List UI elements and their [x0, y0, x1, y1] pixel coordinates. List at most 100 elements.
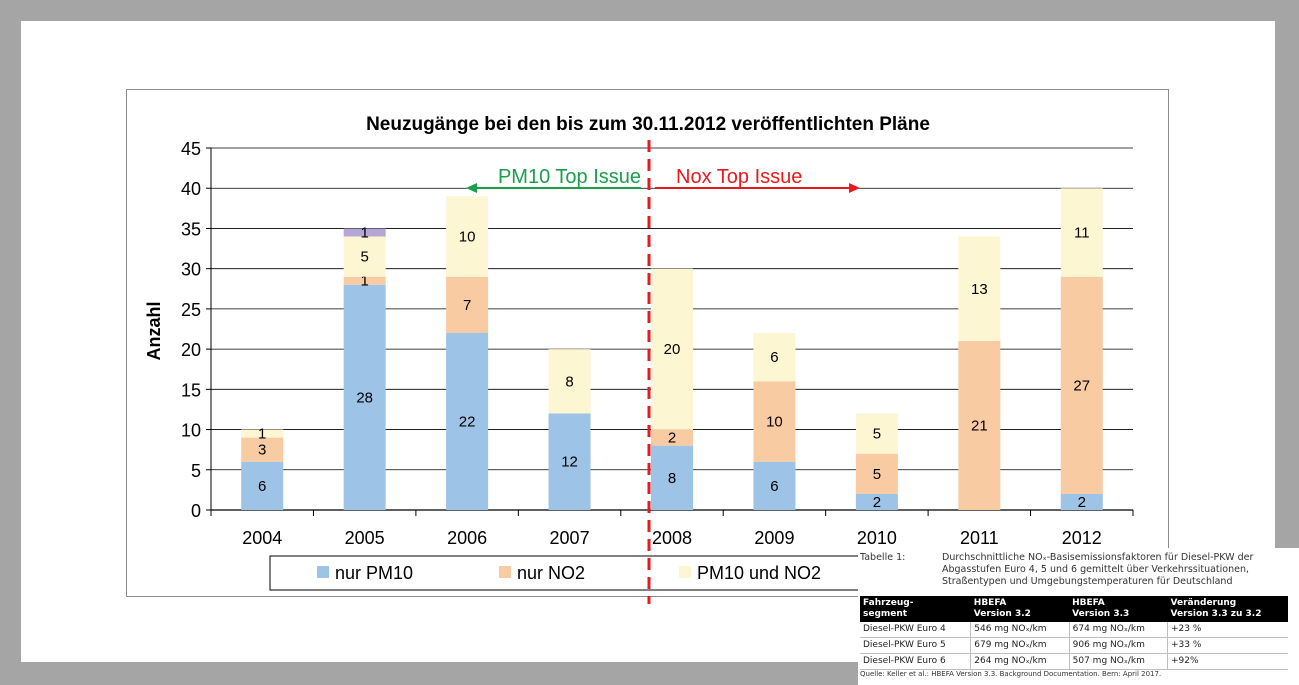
bar-segment [651, 429, 693, 446]
bar-data-label: 1 [258, 426, 266, 443]
x-tick-label: 2010 [857, 528, 897, 548]
table-row: Diesel-PKW Euro 4 546 mg NOₓ/km 674 mg N… [860, 622, 1288, 638]
bar-segment [548, 349, 591, 414]
y-tick-label: 0 [191, 501, 201, 521]
x-tick-label: 2006 [447, 528, 487, 548]
table-cell: +23 % [1167, 622, 1288, 638]
table-header-cell: Veränderung Version 3.3 zu 3.2 [1167, 596, 1288, 622]
bar-data-label: 2 [1078, 494, 1086, 511]
bar-data-label: 7 [463, 297, 471, 314]
bar-data-label: 5 [360, 249, 368, 266]
bar-segment [241, 461, 284, 510]
bar-data-label: 27 [1073, 377, 1090, 394]
chart-title: Neuzugänge bei den bis zum 30.11.2012 ve… [366, 114, 930, 135]
bar-segment [446, 276, 489, 334]
emission-table: Fahrzeug- segment HBEFA Version 3.2 HBEF… [860, 596, 1288, 670]
y-tick-label: 20 [181, 340, 201, 360]
y-tick-label: 40 [181, 179, 201, 199]
bar-data-label: 13 [971, 281, 988, 298]
bar-segment [343, 228, 386, 237]
bar-segment [651, 268, 693, 430]
bar-segment [343, 276, 386, 285]
bar-segment [548, 413, 591, 510]
legend-label: nur PM10 [335, 563, 413, 583]
bar-segment [958, 236, 1001, 342]
table-row: Diesel-PKW Euro 6 264 mg NOₓ/km 507 mg N… [860, 653, 1288, 670]
legend-swatch [317, 566, 329, 578]
table-cell: 546 mg NOₓ/km [970, 622, 1070, 638]
bar-segment [753, 333, 796, 382]
bar-data-label: 20 [664, 341, 681, 358]
bar-segment [241, 429, 284, 438]
table-cell: Diesel-PKW Euro 5 [860, 637, 972, 654]
x-tick-label: 2007 [550, 528, 590, 548]
table-cell: +33 % [1167, 637, 1288, 654]
bar-data-label: 21 [971, 418, 988, 435]
bar-data-label: 2 [668, 430, 676, 447]
bar-segment [1060, 188, 1103, 277]
y-tick-label: 15 [181, 380, 201, 400]
y-axis-label: Anzahl [144, 301, 164, 360]
bar-segment [855, 493, 898, 510]
bar-segment [446, 333, 489, 510]
y-tick-label: 10 [181, 421, 201, 441]
table-cell: 264 mg NOₓ/km [970, 653, 1070, 670]
bar-data-label: 1 [360, 273, 368, 290]
x-tick-label: 2011 [960, 528, 999, 548]
bar-data-label: 28 [356, 389, 373, 406]
legend-label: PM10 und NO2 [697, 563, 821, 583]
bar-segment [343, 284, 386, 510]
bar-segment [241, 437, 284, 462]
bar-data-label: 8 [668, 470, 676, 487]
table-cell: 679 mg NOₓ/km [970, 637, 1070, 654]
table-caption: Durchschnittliche NOₓ-Basisemissionsfakt… [942, 552, 1254, 587]
table-source: Quelle: Keller et al.: HBEFA Version 3.3… [860, 670, 1162, 678]
bar-data-label: 2 [873, 494, 881, 511]
x-tick-label: 2005 [345, 528, 385, 548]
bar-data-label: 6 [770, 349, 778, 366]
nox-table-inset: Tabelle 1: Durchschnittliche NOₓ-Basisem… [858, 548, 1299, 685]
bar-segment [446, 196, 489, 277]
table-header-cell: Fahrzeug- segment [860, 596, 971, 622]
bar-segment [958, 341, 1001, 510]
bar-segment [1060, 276, 1103, 494]
bar-segment [753, 381, 796, 462]
y-tick-label: 30 [181, 260, 201, 280]
bar-data-label: 3 [258, 442, 266, 459]
bar-data-label: 10 [459, 228, 476, 245]
table-header-cell: HBEFA Version 3.2 [970, 596, 1070, 622]
y-tick-label: 45 [181, 139, 201, 159]
legend-swatch [679, 566, 691, 578]
x-tick-label: 2008 [652, 528, 692, 548]
bar-segment [753, 461, 796, 510]
bar-segment [855, 453, 898, 494]
pm10-top-issue-label: PM10 Top Issue [498, 166, 641, 188]
bar-data-label: 12 [561, 454, 578, 471]
bar-segment [343, 236, 386, 277]
table-cell: 507 mg NOₓ/km [1069, 653, 1169, 670]
bar-data-label: 6 [258, 478, 266, 495]
legend-swatch [499, 566, 511, 578]
table-label: Tabelle 1: [860, 552, 906, 563]
y-tick-label: 5 [191, 461, 201, 481]
table-header-cell: HBEFA Version 3.3 [1069, 596, 1168, 622]
bar-data-label: 5 [873, 466, 881, 483]
bar-data-label: 11 [1074, 224, 1090, 241]
bar-segment [855, 413, 898, 454]
bar-data-label: 5 [873, 426, 881, 443]
table-row: Diesel-PKW Euro 5 679 mg NOₓ/km 906 mg N… [860, 637, 1288, 654]
x-tick-label: 2012 [1062, 528, 1102, 548]
nox-top-issue-label: Nox Top Issue [676, 166, 802, 188]
y-tick-label: 25 [181, 300, 201, 320]
bar-data-label: 6 [770, 478, 778, 495]
table-cell: 674 mg NOₓ/km [1069, 622, 1169, 638]
table-cell: +92% [1167, 653, 1288, 670]
x-tick-label: 2004 [242, 528, 282, 548]
table-header-row: Fahrzeug- segment HBEFA Version 3.2 HBEF… [860, 596, 1288, 622]
bar-data-label: 10 [766, 414, 783, 431]
table-cell: Diesel-PKW Euro 6 [860, 653, 972, 670]
x-tick-label: 2009 [754, 528, 794, 548]
pm10-top-issue-arrow [466, 183, 641, 193]
